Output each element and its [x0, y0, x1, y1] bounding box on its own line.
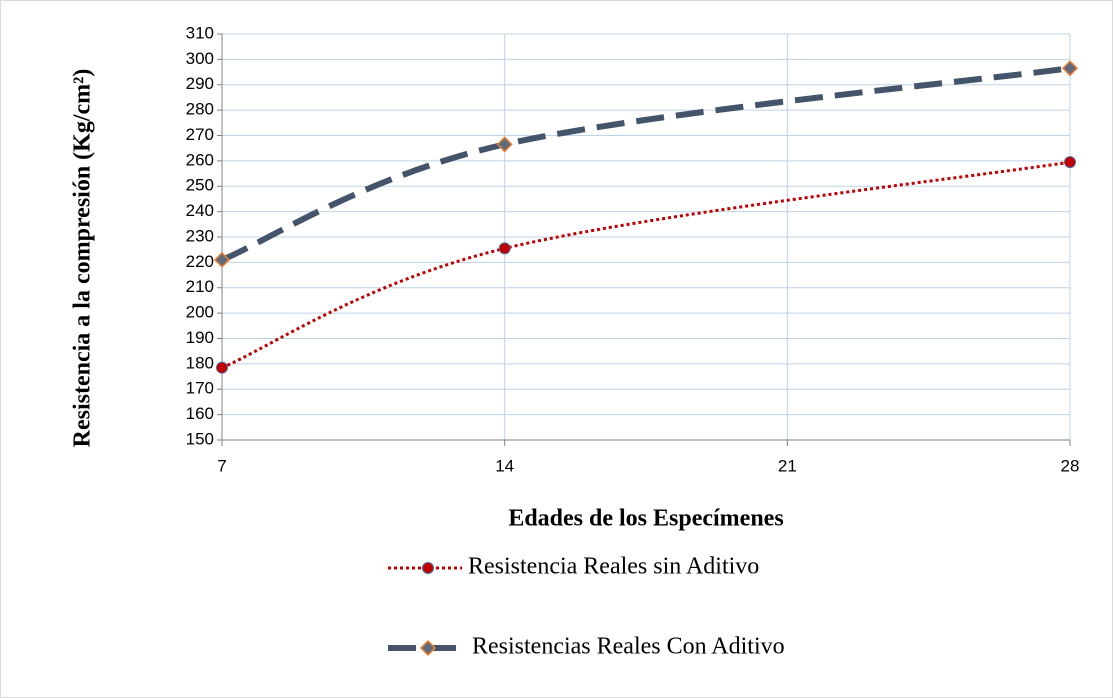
- y-tick-label: 160: [186, 404, 214, 423]
- marker: [498, 242, 511, 255]
- y-tick-label: 190: [186, 328, 214, 347]
- y-tick-label: 170: [186, 379, 214, 398]
- y-tick-label: 230: [186, 226, 214, 245]
- legend-label: Resistencias Reales Con Aditivo: [472, 634, 785, 660]
- series-line: [220, 65, 1071, 263]
- y-tick-label: 150: [186, 429, 214, 448]
- y-tick-label: 310: [186, 23, 214, 42]
- legend-label: Resistencia Reales sin Aditivo: [468, 554, 759, 580]
- legend-marker: [422, 562, 434, 574]
- y-tick-label: 200: [186, 303, 214, 322]
- series-line: [221, 160, 1071, 370]
- x-tick-label: 7: [217, 456, 226, 475]
- x-tick-label: 21: [778, 456, 797, 475]
- x-tick-label: 28: [1061, 456, 1080, 475]
- y-tick-label: 280: [186, 100, 214, 119]
- y-tick-label: 300: [186, 49, 214, 68]
- y-tick-label: 290: [186, 74, 214, 93]
- y-tick-label: 180: [186, 353, 214, 372]
- marker: [213, 251, 231, 268]
- y-tick-label: 240: [186, 201, 214, 220]
- y-tick-label: 250: [186, 176, 214, 195]
- y-tick-label: 220: [186, 252, 214, 271]
- y-tick-label: 210: [186, 277, 214, 296]
- y-tick-label: 260: [186, 150, 214, 169]
- marker: [1064, 156, 1076, 169]
- y-tick-label: 270: [186, 125, 214, 144]
- marker: [216, 361, 228, 374]
- marker: [1061, 60, 1079, 77]
- legend-marker: [419, 639, 437, 657]
- x-tick-label: 14: [495, 456, 514, 475]
- marker: [496, 136, 513, 153]
- y-axis-label: Resistencia a la compresión (Kg/cm²): [70, 69, 96, 448]
- x-axis-label: Edades de los Especímenes: [508, 506, 783, 532]
